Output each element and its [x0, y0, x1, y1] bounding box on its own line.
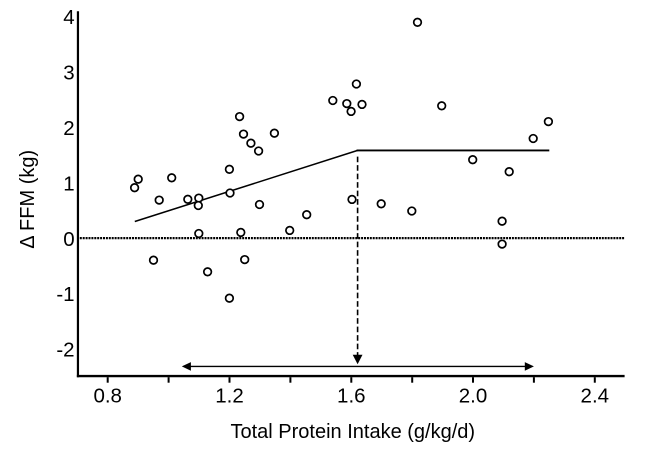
svg-text:-2: -2: [56, 339, 74, 362]
svg-text:4: 4: [63, 6, 74, 29]
svg-text:-1: -1: [56, 283, 74, 306]
svg-text:1: 1: [63, 172, 74, 195]
svg-text:1.2: 1.2: [215, 385, 244, 408]
svg-text:1.6: 1.6: [337, 385, 366, 408]
svg-text:Δ FFM (kg): Δ FFM (kg): [17, 150, 39, 249]
svg-text:2.4: 2.4: [581, 385, 610, 408]
svg-text:0: 0: [63, 228, 74, 251]
svg-text:Total Protein Intake (g/kg/d): Total Protein Intake (g/kg/d): [231, 421, 476, 443]
svg-text:2: 2: [63, 117, 74, 140]
svg-text:0.8: 0.8: [93, 385, 122, 408]
svg-text:3: 3: [63, 61, 74, 84]
svg-text:2.0: 2.0: [459, 385, 488, 408]
